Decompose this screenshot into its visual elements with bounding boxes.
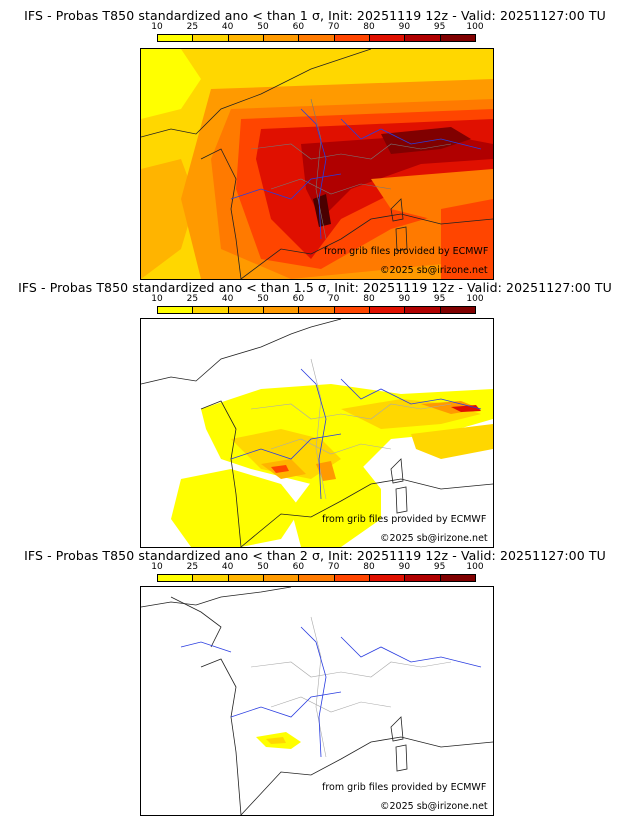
legend-color-swatch [157,306,194,314]
legend-tick-label: 80 [363,22,375,32]
legend-tick-label: 100 [466,562,484,572]
probability-map [140,318,494,548]
legend-color-swatch [298,34,335,42]
legend-tick-label: 70 [327,22,340,32]
legend-tick-label: 70 [327,294,340,304]
legend-color-swatch [227,306,264,314]
legend-tick-label: 95 [433,294,446,304]
probability-map [140,48,494,280]
panel-title: IFS - Probas T850 standardized ano < tha… [24,548,606,563]
credit-copyright: ©2025 sb@irizone.net [380,533,488,544]
legend-tick-label: 90 [398,562,411,572]
panel-title: IFS - Probas T850 standardized ano < tha… [24,8,606,23]
legend-tick-label: 10 [151,22,163,32]
credit-source: from grib files provided by ECMWF [324,246,489,257]
legend-tick-label: 60 [292,562,305,572]
legend-color-swatch [192,574,229,582]
legend-color-swatch [157,574,194,582]
panel-sigma-2: IFS - Probas T850 standardized ano < tha… [0,548,630,818]
legend-tick-label: 80 [363,294,375,304]
legend-color-swatch [439,574,476,582]
legend-tick-label: 90 [398,294,411,304]
legend-color-swatch [192,306,229,314]
legend-color-swatch [298,306,335,314]
credit-copyright: ©2025 sb@irizone.net [380,265,488,276]
panel-sigma-1-5: IFS - Probas T850 standardized ano < tha… [0,280,630,550]
legend-tick-label: 40 [221,562,234,572]
legend-tick-label: 80 [363,562,375,572]
legend-color-swatch [263,574,300,582]
legend-tick-label: 60 [292,22,305,32]
panel-sigma-1: IFS - Probas T850 standardized ano < tha… [0,8,630,280]
legend-tick-label: 40 [221,22,234,32]
legend-color-swatch [369,306,406,314]
legend-color-swatch [263,306,300,314]
legend-tick-label: 50 [257,294,269,304]
panel-title: IFS - Probas T850 standardized ano < tha… [18,280,612,295]
legend-tick-label: 10 [151,294,163,304]
legend-tick-label: 50 [257,22,269,32]
legend-tick-label: 25 [186,22,199,32]
legend-color-swatch [263,34,300,42]
credit-source: from grib files provided by ECMWF [322,514,487,525]
legend-tick-label: 90 [398,22,411,32]
colorbar-legend: 10 25 40 50 60 70 80 90 95 100 [151,562,484,590]
credit-copyright: ©2025 sb@irizone.net [380,801,488,812]
legend-color-swatch [369,574,406,582]
legend-tick-label: 100 [466,294,484,304]
legend-color-swatch [192,34,229,42]
probability-map [140,586,494,816]
legend-color-swatch [333,306,370,314]
legend-color-swatch [227,574,264,582]
legend-color-swatch [404,574,441,582]
legend-tick-label: 10 [151,562,163,572]
legend-color-swatch [369,34,406,42]
legend-tick-label: 25 [186,562,199,572]
legend-tick-label: 95 [433,22,446,32]
legend-tick-label: 60 [292,294,305,304]
legend-tick-label: 50 [257,562,269,572]
legend-tick-label: 25 [186,294,199,304]
legend-tick-label: 40 [221,294,234,304]
legend-color-swatch [404,34,441,42]
legend-tick-label: 70 [327,562,340,572]
legend-color-swatch [333,34,370,42]
colorbar-legend: 10 25 40 50 60 70 80 90 95 100 [151,22,484,50]
legend-color-swatch [439,306,476,314]
legend-color-swatch [227,34,264,42]
credit-source: from grib files provided by ECMWF [322,782,487,793]
legend-color-swatch [298,574,335,582]
legend-color-swatch [439,34,476,42]
legend-color-swatch [333,574,370,582]
legend-tick-label: 95 [433,562,446,572]
legend-color-swatch [404,306,441,314]
legend-color-swatch [157,34,194,42]
legend-tick-label: 100 [466,22,484,32]
colorbar-legend: 10 25 40 50 60 70 80 90 95 100 [151,294,484,322]
